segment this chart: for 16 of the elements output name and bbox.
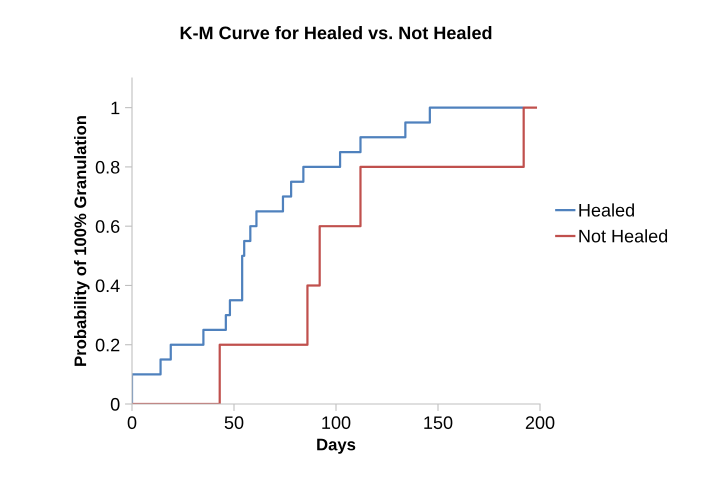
y-tick-label: 0.8 [96, 160, 120, 174]
legend-label: Healed [579, 203, 634, 217]
x-tick-label: 50 [224, 416, 244, 430]
y-tick-label: 0.4 [96, 279, 120, 292]
x-axis-title: Days [317, 438, 356, 454]
y-tick-label: 0.2 [96, 338, 120, 352]
chart-title: K-M Curve for Healed vs. Not Healed [180, 26, 492, 40]
y-tick-label: 0.6 [96, 220, 120, 233]
x-tick-label: 100 [322, 416, 350, 430]
y-axis-title: Probability of 100% Granulation [74, 116, 90, 366]
x-tick-label: 150 [424, 416, 452, 430]
x-tick-label: 0 [128, 416, 136, 430]
legend-label: Not Healed [579, 229, 668, 242]
y-tick-label: 1 [112, 102, 120, 114]
x-tick-label: 200 [526, 416, 554, 430]
y-tick-label: 0 [110, 398, 120, 411]
